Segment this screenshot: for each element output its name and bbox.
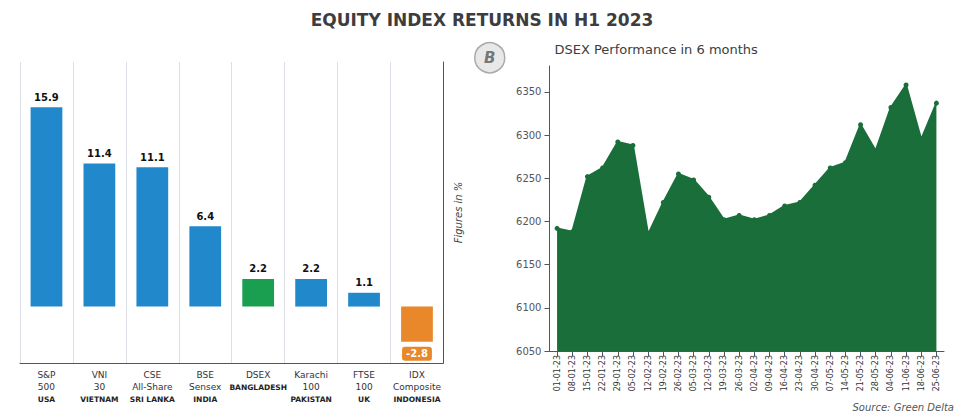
svg-text:Karachi: Karachi	[294, 370, 328, 380]
svg-text:05-02-23: 05-02-23	[628, 355, 637, 391]
svg-text:04-06-23: 04-06-23	[886, 355, 895, 391]
svg-text:USA: USA	[38, 395, 55, 404]
svg-text:19-03-23: 19-03-23	[719, 355, 728, 391]
svg-text:25-06-23: 25-06-23	[932, 355, 941, 391]
svg-text:11.1: 11.1	[140, 152, 165, 163]
svg-text:15.9: 15.9	[34, 92, 59, 103]
svg-text:15-01-23: 15-01-23	[583, 355, 592, 391]
svg-text:11-06-23: 11-06-23	[902, 355, 911, 391]
svg-text:07-05-23: 07-05-23	[826, 355, 835, 391]
svg-text:12-02-23: 12-02-23	[644, 355, 653, 391]
svg-text:19-02-23: 19-02-23	[659, 355, 668, 391]
svg-text:CSE: CSE	[143, 370, 161, 380]
svg-text:6300: 6300	[516, 130, 541, 141]
svg-text:08-01-23: 08-01-23	[568, 355, 577, 391]
svg-text:IDX: IDX	[409, 370, 425, 380]
svg-text:VNI: VNI	[92, 370, 108, 380]
svg-text:6100: 6100	[516, 302, 541, 313]
svg-text:11.4: 11.4	[87, 148, 112, 159]
svg-text:2.2: 2.2	[249, 263, 267, 274]
svg-text:6.4: 6.4	[196, 211, 214, 222]
svg-text:BANGLADESH: BANGLADESH	[229, 383, 287, 392]
svg-text:VIETNAM: VIETNAM	[80, 395, 118, 404]
svg-text:SRI LANKA: SRI LANKA	[130, 395, 175, 404]
svg-text:PAKISTAN: PAKISTAN	[290, 395, 331, 404]
svg-text:14-05-23: 14-05-23	[841, 355, 850, 391]
svg-text:B: B	[484, 49, 495, 67]
svg-text:6350: 6350	[516, 86, 541, 97]
svg-text:1.1: 1.1	[355, 277, 373, 288]
svg-text:Source: Green Delta: Source: Green Delta	[853, 402, 954, 413]
svg-text:01-01-23: 01-01-23	[553, 355, 562, 391]
svg-text:02-04-23: 02-04-23	[750, 355, 759, 391]
svg-text:05-03-23: 05-03-23	[689, 355, 698, 391]
svg-text:DSEX: DSEX	[246, 370, 271, 380]
svg-text:26-03-23: 26-03-23	[735, 355, 744, 391]
svg-text:Sensex: Sensex	[189, 382, 222, 392]
svg-text:UK: UK	[358, 395, 371, 404]
svg-text:All-Share: All-Share	[132, 382, 173, 392]
svg-text:21-05-23: 21-05-23	[856, 355, 865, 391]
svg-text:6250: 6250	[516, 173, 541, 184]
svg-text:100: 100	[355, 382, 372, 392]
svg-text:S&P: S&P	[37, 370, 56, 380]
svg-text:30: 30	[94, 382, 106, 392]
svg-text:09-04-23: 09-04-23	[765, 355, 774, 391]
svg-text:DSEX Performance in 6 months: DSEX Performance in 6 months	[554, 42, 758, 57]
svg-text:BSE: BSE	[197, 370, 215, 380]
svg-text:26-02-23: 26-02-23	[674, 355, 683, 391]
svg-text:28-05-23: 28-05-23	[871, 355, 880, 391]
svg-text:2.2: 2.2	[302, 263, 320, 274]
svg-text:EQUITY INDEX RETURNS IN H1 202: EQUITY INDEX RETURNS IN H1 2023	[311, 10, 654, 30]
svg-text:30-04-23: 30-04-23	[811, 355, 820, 391]
svg-text:Figures in %: Figures in %	[453, 182, 464, 244]
svg-text:18-06-23: 18-06-23	[917, 355, 926, 391]
svg-text:12-03-23: 12-03-23	[704, 355, 713, 391]
svg-text:500: 500	[38, 382, 55, 392]
svg-text:16-04-23: 16-04-23	[780, 355, 789, 391]
svg-text:6150: 6150	[516, 259, 541, 270]
svg-text:6050: 6050	[516, 346, 541, 357]
svg-text:INDIA: INDIA	[193, 395, 217, 404]
svg-text:FTSE: FTSE	[353, 370, 375, 380]
svg-text:-2.8: -2.8	[406, 348, 428, 359]
svg-text:23-04-23: 23-04-23	[795, 355, 804, 391]
svg-text:100: 100	[303, 382, 320, 392]
svg-text:29-01-23: 29-01-23	[613, 355, 622, 391]
svg-text:22-01-23: 22-01-23	[598, 355, 607, 391]
svg-text:6200: 6200	[516, 216, 541, 227]
svg-text:INDONESIA: INDONESIA	[393, 395, 440, 404]
svg-text:Composite: Composite	[393, 382, 441, 392]
